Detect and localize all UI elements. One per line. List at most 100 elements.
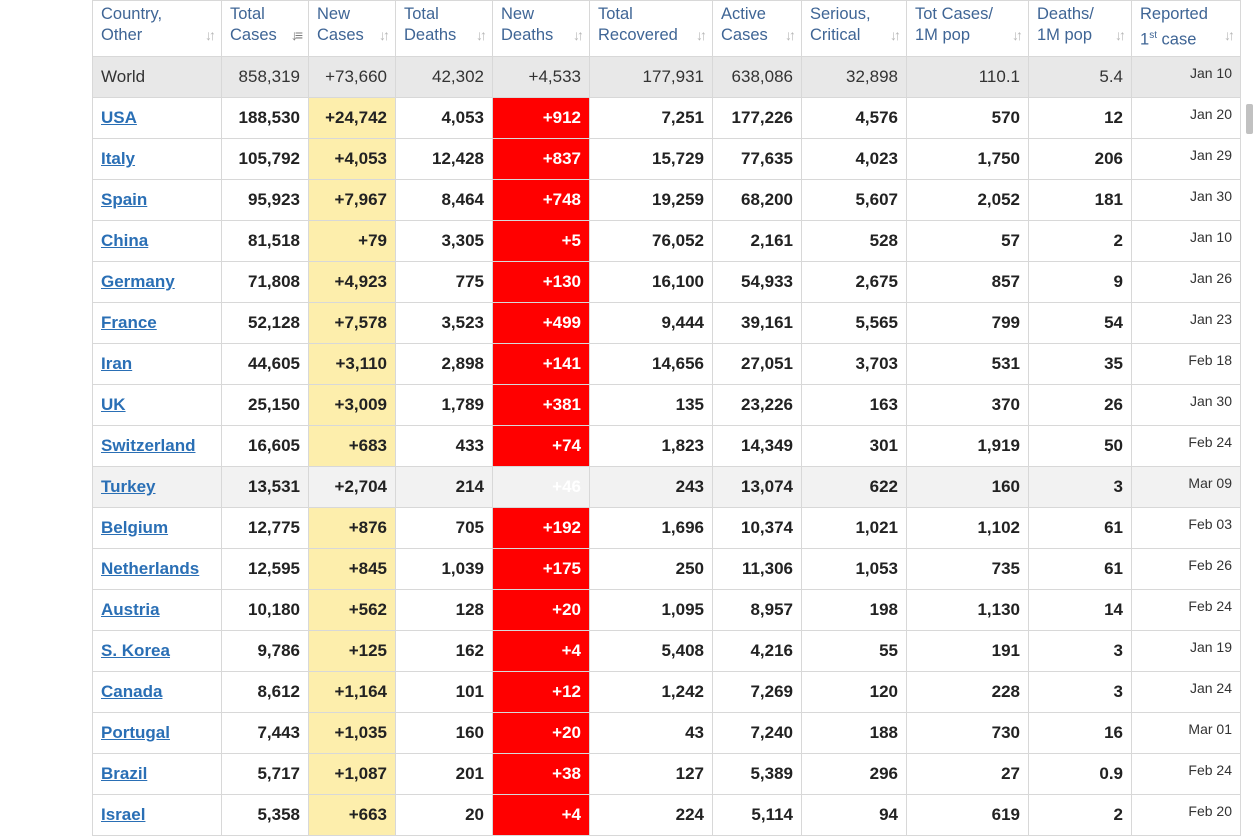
column-header-deaths-per-1m[interactable]: Deaths/1M pop ↓↑	[1028, 0, 1132, 57]
column-header-line2: 1M pop	[915, 26, 971, 44]
column-header-reported-first-case[interactable]: Reported 1st case ↓↑	[1131, 0, 1241, 57]
column-header-country[interactable]: Country, Other ↓↑	[92, 0, 222, 57]
table-row: Israel 5,358 +663 20 +4 224 5,114 94 619 2 Feb 20	[92, 794, 1241, 836]
cell-serious-critical: 622	[801, 466, 907, 508]
column-header-active-cases[interactable]: Active Cases ↓↑	[712, 0, 802, 57]
cell-tot-cases-per-1m: 191	[906, 630, 1029, 672]
cell-deaths-per-1m: 3	[1028, 671, 1132, 713]
cell-total-recovered: 1,242	[589, 671, 713, 713]
column-header-serious-critical[interactable]: Serious, Critical ↓↑	[801, 0, 907, 57]
cell-total-deaths: 433	[395, 425, 493, 467]
table-row: Iran 44,605 +3,110 2,898 +141 14,656 27,051 3,7…	[92, 343, 1241, 385]
scrollbar-thumb[interactable]	[1246, 104, 1253, 134]
column-header-line2: Cases	[230, 26, 277, 44]
country-link[interactable]: Belgium	[101, 518, 169, 537]
cell-country: Iran	[92, 343, 222, 385]
cell-new-cases: +7,967	[308, 179, 396, 221]
cell-country: Canada	[92, 671, 222, 713]
cell-new-cases: +1,087	[308, 753, 396, 795]
table-body: World 858,319 +73,660 42,302 +4,533 177,931 63…	[92, 56, 1241, 836]
sort-arrows-icon[interactable]: ↓↑	[1115, 27, 1126, 43]
cell-total-deaths: 4,053	[395, 97, 493, 139]
column-header-total-cases[interactable]: Total Cases ↓≡	[221, 0, 309, 57]
country-link[interactable]: Switzerland	[101, 436, 196, 455]
column-header-total-deaths[interactable]: Total Deaths ↓↑	[395, 0, 493, 57]
cell-tot-cases-per-1m: 57	[906, 220, 1029, 262]
country-link[interactable]: Portugal	[101, 723, 170, 742]
cell-reported-first-case: Jan 23	[1131, 302, 1241, 344]
cell-serious-critical: 5,607	[801, 179, 907, 221]
country-link[interactable]: Turkey	[101, 477, 156, 496]
cell-new-deaths: +141	[492, 343, 590, 385]
cell-tot-cases-per-1m: 1,130	[906, 589, 1029, 631]
country-link[interactable]: Canada	[101, 682, 163, 701]
cell-total-deaths: 1,039	[395, 548, 493, 590]
sort-arrows-icon[interactable]: ↓↑	[573, 27, 584, 43]
country-link[interactable]: Germany	[101, 272, 175, 291]
country-link[interactable]: Netherlands	[101, 559, 200, 578]
cell-total-cases: 81,518	[221, 220, 309, 262]
cell-new-deaths: +837	[492, 138, 590, 180]
cell-country: Turkey	[92, 466, 222, 508]
cell-serious-critical: 528	[801, 220, 907, 262]
country-link[interactable]: Iran	[101, 354, 133, 373]
cell-reported-first-case: Feb 18	[1131, 343, 1241, 385]
sort-arrows-icon[interactable]: ↓↑	[476, 27, 487, 43]
cell-active-cases: 77,635	[712, 138, 802, 180]
cell-serious-critical: 94	[801, 794, 907, 836]
cell-deaths-per-1m: 16	[1028, 712, 1132, 754]
cell-new-cases: +4,923	[308, 261, 396, 303]
country-link[interactable]: Brazil	[101, 764, 148, 783]
cell-new-deaths: +12	[492, 671, 590, 713]
cell-total-deaths: 101	[395, 671, 493, 713]
cell-country: Italy	[92, 138, 222, 180]
column-header-new-deaths[interactable]: New Deaths ↓↑	[492, 0, 590, 57]
sort-arrows-icon[interactable]: ↓↑	[785, 27, 796, 43]
country-link[interactable]: UK	[101, 395, 126, 414]
cell-tot-cases-per-1m: 160	[906, 466, 1029, 508]
country-link[interactable]: Israel	[101, 805, 146, 824]
country-link[interactable]: Austria	[101, 600, 160, 619]
sort-arrows-icon[interactable]: ↓↑	[205, 27, 216, 43]
sort-arrows-icon[interactable]: ↓↑	[379, 27, 390, 43]
cell-total-deaths: 42,302	[395, 56, 493, 98]
cell-reported-first-case: Feb 26	[1131, 548, 1241, 590]
column-header-new-cases[interactable]: New Cases ↓↑	[308, 0, 396, 57]
cell-total-cases: 16,605	[221, 425, 309, 467]
column-header-tot-cases-per-1m[interactable]: Tot Cases/1M pop ↓↑	[906, 0, 1029, 57]
table-row: Spain 95,923 +7,967 8,464 +748 19,259 68,200 5,…	[92, 179, 1241, 221]
table-row: Belgium 12,775 +876 705 +192 1,696 10,374 1,021…	[92, 507, 1241, 549]
cell-new-deaths: +20	[492, 712, 590, 754]
cell-active-cases: 14,349	[712, 425, 802, 467]
sort-arrows-icon[interactable]: ↓↑	[696, 27, 707, 43]
sort-arrows-icon[interactable]: ↓↑	[1224, 27, 1235, 43]
sort-descending-icon[interactable]: ↓≡	[290, 27, 303, 43]
cell-deaths-per-1m: 206	[1028, 138, 1132, 180]
cell-deaths-per-1m: 2	[1028, 220, 1132, 262]
cell-total-cases: 8,612	[221, 671, 309, 713]
country-link[interactable]: S. Korea	[101, 641, 170, 660]
country-link[interactable]: Italy	[101, 149, 136, 168]
cell-reported-first-case: Feb 24	[1131, 425, 1241, 467]
table-row: Canada 8,612 +1,164 101 +12 1,242 7,269 120 228 3…	[92, 671, 1241, 713]
country-link[interactable]: China	[101, 231, 149, 250]
cell-reported-first-case: Mar 09	[1131, 466, 1241, 508]
cell-total-cases: 52,128	[221, 302, 309, 344]
country-link[interactable]: France	[101, 313, 157, 332]
cell-deaths-per-1m: 35	[1028, 343, 1132, 385]
cell-active-cases: 27,051	[712, 343, 802, 385]
cell-deaths-per-1m: 12	[1028, 97, 1132, 139]
vertical-scrollbar[interactable]	[1245, 0, 1254, 833]
country-link[interactable]: USA	[101, 108, 137, 127]
sort-arrows-icon[interactable]: ↓↑	[890, 27, 901, 43]
cell-serious-critical: 3,703	[801, 343, 907, 385]
column-header-line2: Deaths	[404, 26, 457, 44]
cell-deaths-per-1m: 54	[1028, 302, 1132, 344]
cell-tot-cases-per-1m: 110.1	[906, 56, 1029, 98]
sort-arrows-icon[interactable]: ↓↑	[1012, 27, 1023, 43]
column-header-line2-suffix: case	[1156, 30, 1197, 49]
cell-total-deaths: 214	[395, 466, 493, 508]
column-header-total-recovered[interactable]: Total Recovered ↓↑	[589, 0, 713, 57]
country-link[interactable]: Spain	[101, 190, 148, 209]
column-header-line2: Cases	[317, 26, 364, 44]
